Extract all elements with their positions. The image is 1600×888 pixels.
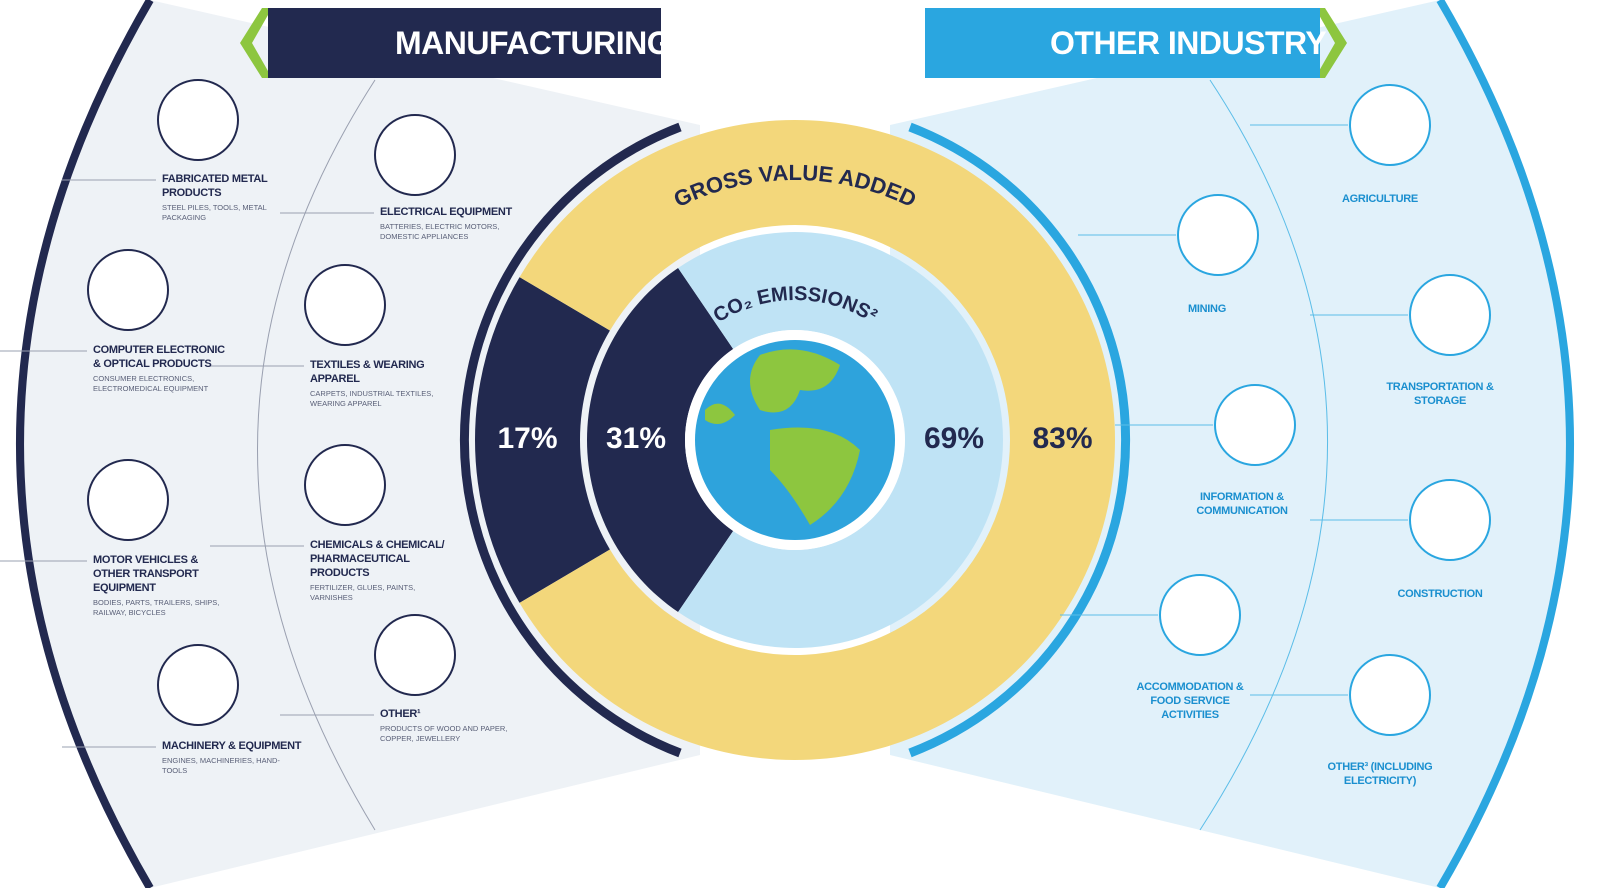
item-examples: CONSUMER ELECTRONICS, ELECTROMEDICAL EQU…: [93, 374, 209, 393]
header-bg: [268, 8, 661, 78]
item: FABRICATED METAL PRODUCTS STEEL PILES, TO…: [162, 172, 302, 223]
icon: [1159, 574, 1241, 656]
icon: [87, 249, 169, 331]
item-examples: ENGINES, MACHINERIES, HAND-TOOLS: [162, 756, 280, 775]
item-title: TRANSPORTATION & STORAGE: [1386, 381, 1494, 407]
divider: [1199, 79, 1328, 831]
item: CHEMICALS & CHEMICAL/ PHARMACEUTICAL PRO…: [310, 538, 450, 603]
icon: [1409, 274, 1491, 356]
item-examples: BODIES, PARTS, TRAILERS, SHIPS, RAILWAY,…: [93, 598, 220, 617]
icon: [374, 614, 456, 696]
item: ELECTRICAL EQUIPMENT BATTERIES, ELECTRIC …: [380, 205, 520, 242]
item-title: COMPUTER ELECTRONIC & OPTICAL PRODUCTS: [93, 344, 225, 370]
ring-segment: [678, 232, 1003, 649]
icon: [157, 644, 239, 726]
icon: [304, 264, 386, 346]
item-title: FABRICATED METAL PRODUCTS: [162, 173, 268, 199]
icon: [157, 79, 239, 161]
header: OTHER INDUSTRY: [1050, 24, 1327, 61]
item-title: OTHER¹: [380, 708, 421, 720]
value-label: 31%: [606, 422, 666, 455]
icon: [1349, 654, 1431, 736]
item-title: CONSTRUCTION: [1397, 588, 1483, 600]
icon: [1349, 84, 1431, 166]
chevron: [240, 8, 272, 78]
value-label: 69%: [924, 422, 984, 455]
item-title: MINING: [1188, 303, 1226, 315]
icon: [1409, 479, 1491, 561]
divider: [257, 79, 376, 831]
icon: [1214, 384, 1296, 466]
item-title: TEXTILES & WEARING APPAREL: [310, 359, 425, 385]
item-title: MOTOR VEHICLES & OTHER TRANSPORT EQUIPME…: [93, 554, 199, 594]
continents: [705, 349, 860, 525]
item: TEXTILES & WEARING APPAREL CARPETS, INDUS…: [310, 358, 450, 409]
header: MANUFACTURING: [395, 24, 672, 61]
icon: [374, 114, 456, 196]
item: MOTOR VEHICLES & OTHER TRANSPORT EQUIPME…: [93, 553, 233, 618]
item-examples: CARPETS, INDUSTRIAL TEXTILES, WEARING AP…: [310, 389, 434, 408]
item-title: CHEMICALS & CHEMICAL/ PHARMACEUTICAL PRO…: [310, 539, 445, 579]
left-edge: [16, 0, 154, 888]
value-label: 17%: [497, 422, 557, 455]
item-examples: STEEL PILES, TOOLS, METAL PACKAGING: [162, 203, 267, 222]
ring-segment: [587, 267, 734, 613]
item-title: ACCOMMODATION & FOOD SERVICE ACTIVITIES: [1136, 681, 1244, 721]
rings: [475, 119, 1115, 761]
left-arc: [459, 122, 682, 758]
item-examples: FERTILIZER, GLUES, PAINTS, VARNISHES: [310, 583, 416, 602]
chevron: [1315, 8, 1347, 78]
header-bg: [925, 8, 1320, 78]
item-title: AGRICULTURE: [1342, 193, 1418, 205]
item-examples: PRODUCTS OF WOOD AND PAPER, COPPER, JEWE…: [380, 724, 508, 743]
right-edge: [1436, 0, 1574, 888]
icon: [1177, 194, 1259, 276]
right-arc: [908, 122, 1131, 758]
value-label: 83%: [1032, 422, 1092, 455]
ring-segment: [519, 119, 1115, 761]
ring-segment: [475, 277, 610, 603]
icon: [304, 444, 386, 526]
item: MACHINERY & EQUIPMENT ENGINES, MACHINERIE…: [162, 739, 302, 776]
item-title: MACHINERY & EQUIPMENT: [162, 740, 302, 752]
item-title: INFORMATION & COMMUNICATION: [1196, 491, 1288, 517]
item-title: ELECTRICAL EQUIPMENT: [380, 206, 512, 218]
item: OTHER¹ PRODUCTS OF WOOD AND PAPER, COPPER…: [380, 707, 520, 744]
icon: [87, 459, 169, 541]
item-title: OTHER³ (INCLUDING ELECTRICITY): [1327, 761, 1433, 787]
item: COMPUTER ELECTRONIC & OPTICAL PRODUCTS CO…: [93, 343, 233, 394]
item-examples: BATTERIES, ELECTRIC MOTORS, DOMESTIC APP…: [380, 222, 500, 241]
